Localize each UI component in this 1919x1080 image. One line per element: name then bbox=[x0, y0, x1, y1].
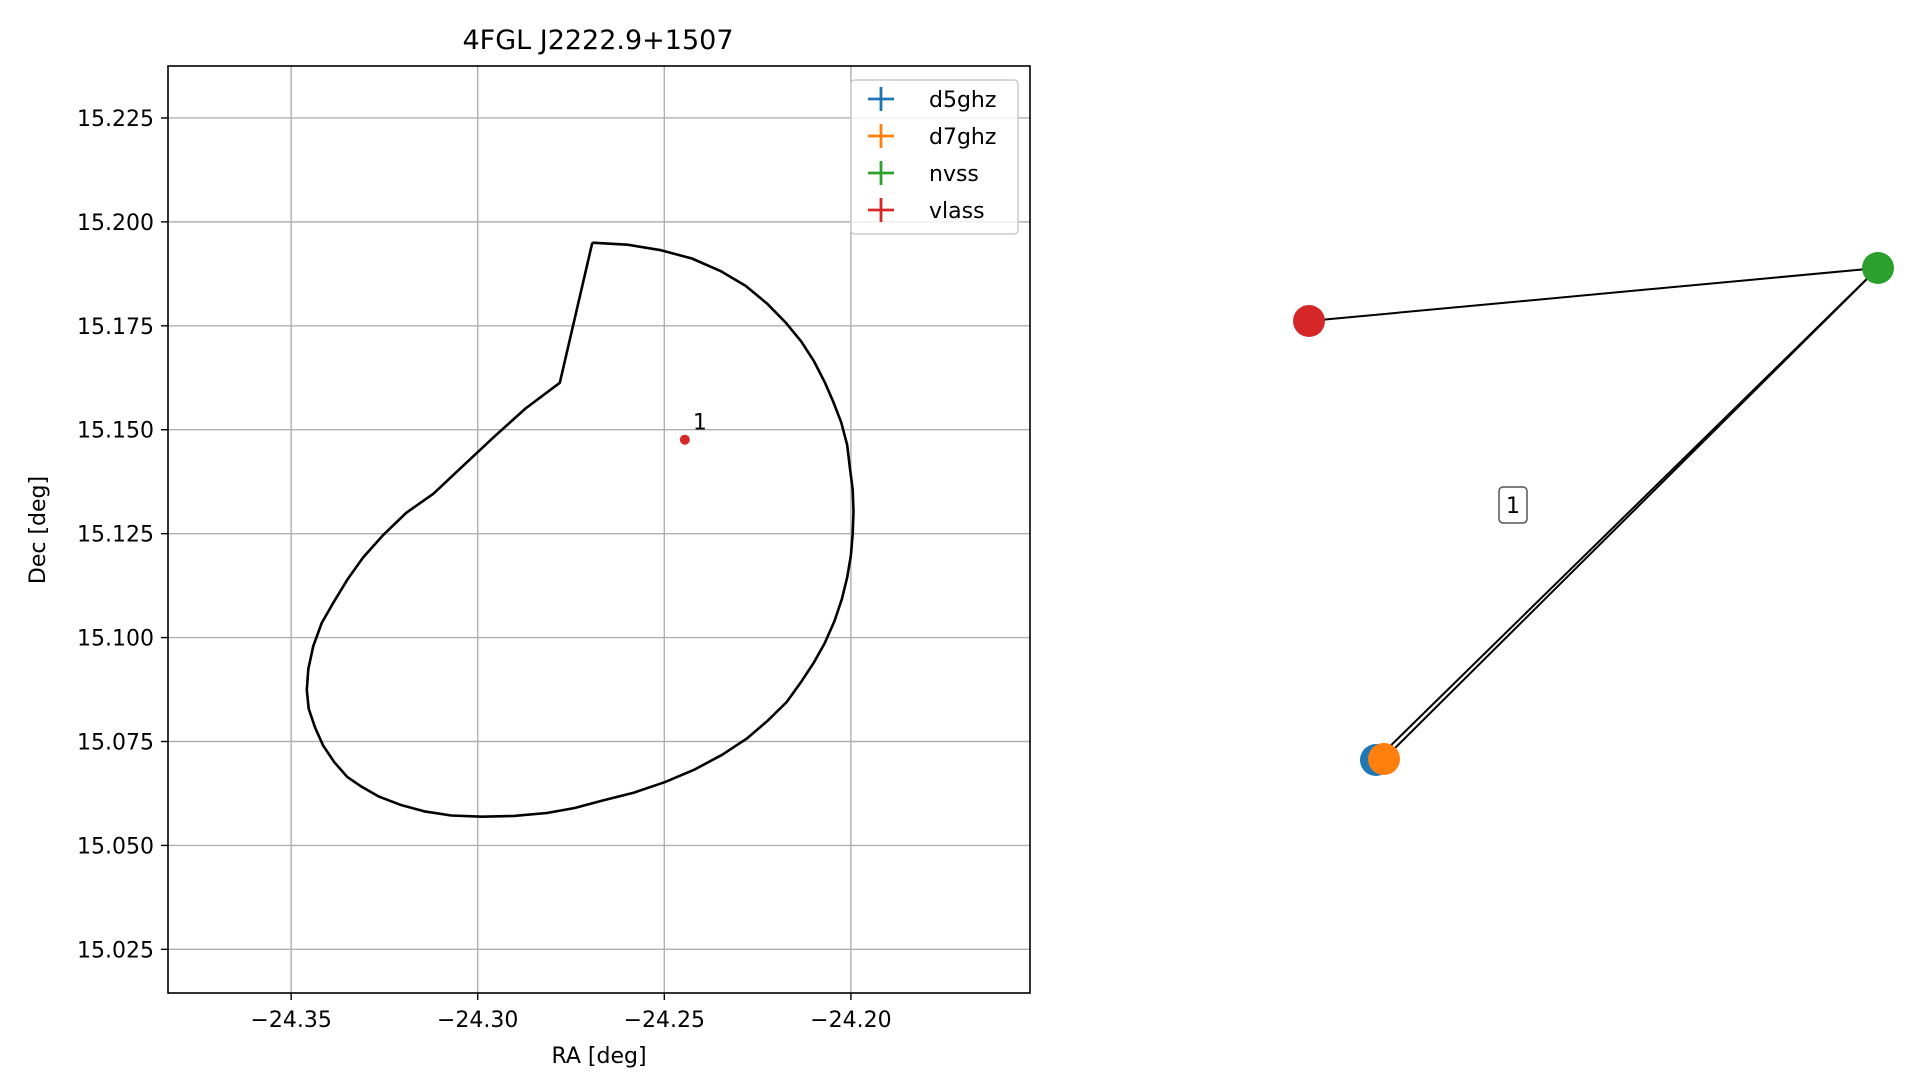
y-tick-label: 15.200 bbox=[77, 211, 154, 236]
graph-node-nvss bbox=[1862, 252, 1894, 284]
y-tick-label: 15.025 bbox=[77, 938, 154, 963]
x-axis-label: RA [deg] bbox=[551, 1044, 646, 1069]
source-point bbox=[679, 434, 690, 445]
legend: d5ghz d7ghz nvss vlass bbox=[850, 79, 1019, 235]
x-tick-label: −24.30 bbox=[437, 1008, 518, 1033]
y-tick-label: 15.175 bbox=[77, 315, 154, 340]
graph-edge-nvss-d7ghz bbox=[1383, 267, 1879, 760]
y-tick-label: 15.125 bbox=[77, 523, 154, 548]
source-points: 1 bbox=[679, 411, 707, 445]
x-tick-label: −24.35 bbox=[250, 1008, 331, 1033]
sky-plot-panel: 4FGL J2222.9+1507 1 −24.35 −24.30 −24.25 −2… bbox=[26, 25, 1031, 1069]
y-tick-label: 15.075 bbox=[77, 731, 154, 756]
confidence-circle-line bbox=[305, 241, 855, 819]
y-tick-label: 15.050 bbox=[77, 834, 154, 859]
y-axis-label: Dec [deg] bbox=[26, 476, 51, 584]
y-axis-ticks: 15.025 15.050 15.075 15.100 15.125 15.150 15.1… bbox=[77, 107, 168, 963]
chart-title: 4FGL J2222.9+1507 bbox=[462, 25, 733, 56]
graph-edge-vlass-nvss bbox=[1308, 267, 1879, 322]
graph-edges bbox=[1308, 267, 1879, 761]
x-tick-label: −24.25 bbox=[624, 1008, 705, 1033]
graph-node-vlass bbox=[1293, 305, 1325, 337]
legend-entry-d7ghz: d7ghz bbox=[868, 124, 996, 150]
group-label-text: 1 bbox=[1506, 494, 1520, 519]
graph-node-d7ghz bbox=[1368, 743, 1400, 775]
y-tick-label: 15.100 bbox=[77, 627, 154, 652]
y-tick-label: 15.225 bbox=[77, 107, 154, 132]
plot-frame bbox=[167, 65, 1031, 994]
legend-label: vlass bbox=[929, 199, 985, 224]
graph-group-label: 1 bbox=[1498, 486, 1528, 524]
confidence-circle bbox=[305, 241, 855, 819]
graph-nodes bbox=[1293, 252, 1894, 776]
legend-entry-vlass: vlass bbox=[868, 198, 985, 224]
grid bbox=[168, 66, 1030, 993]
legend-box bbox=[850, 79, 1019, 235]
legend-label: d7ghz bbox=[929, 125, 996, 150]
legend-label: nvss bbox=[929, 162, 979, 187]
legend-entry-nvss: nvss bbox=[868, 161, 979, 187]
x-tick-label: −24.20 bbox=[810, 1008, 891, 1033]
network-graph-panel: 1 bbox=[1293, 252, 1894, 776]
source-point-label: 1 bbox=[693, 411, 707, 436]
legend-entry-d5ghz: d5ghz bbox=[868, 87, 996, 113]
group-label-box bbox=[1498, 486, 1528, 524]
y-tick-label: 15.150 bbox=[77, 419, 154, 444]
x-axis-ticks: −24.35 −24.30 −24.25 −24.20 bbox=[250, 993, 892, 1033]
legend-label: d5ghz bbox=[929, 88, 996, 113]
